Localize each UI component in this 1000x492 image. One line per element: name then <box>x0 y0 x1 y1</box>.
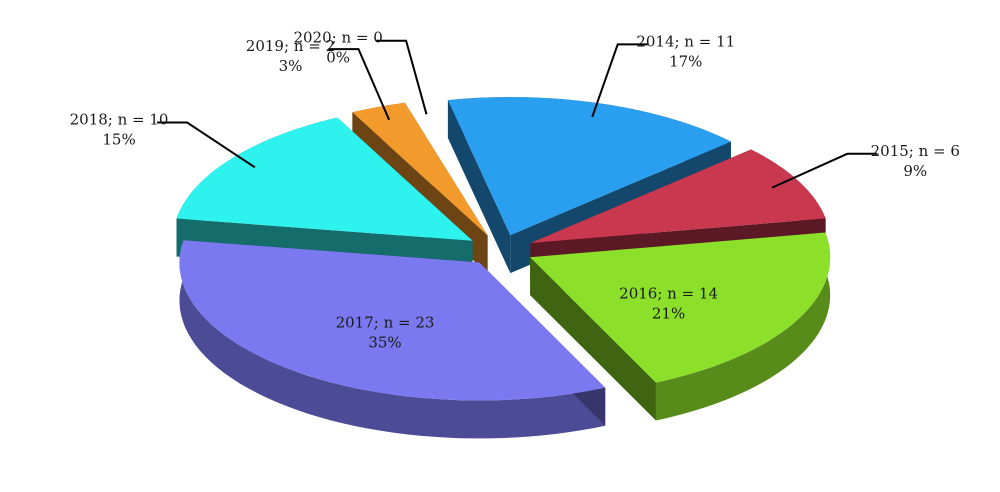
slice-2016-wall <box>655 232 831 421</box>
leader-line-2018 <box>157 121 256 169</box>
slice-2016 <box>530 232 831 421</box>
slice-2017-wall <box>179 240 606 439</box>
slice-2017-top <box>179 240 606 401</box>
slice-2017 <box>179 240 606 439</box>
slice-label-2019: 2019; n = 2 <box>246 37 335 55</box>
slice-label-2014: 2014; n = 11 <box>636 32 735 50</box>
slice-label-2016: 2016; n = 14 <box>619 284 718 302</box>
slice-percent-2015: 9% <box>903 162 927 180</box>
leader-line-2014 <box>591 43 648 118</box>
slice-label-2017: 2017; n = 23 <box>336 314 435 332</box>
slice-label-2018: 2018; n = 10 <box>70 110 169 128</box>
slice-2014-top <box>447 97 731 236</box>
slice-percent-2019: 3% <box>279 57 303 75</box>
slice-percent-2020: 0% <box>326 49 350 67</box>
slice-percent-2014: 17% <box>669 52 702 70</box>
slice-2015-top <box>530 149 826 244</box>
leader-line-2020 <box>376 39 428 115</box>
labels-layer: 2014; n = 11 17% 2015; n = 6 9% 2016; n = 14… <box>70 29 960 352</box>
leader-line-2019 <box>328 48 391 121</box>
slice-label-2020: 2020; n = 0 <box>293 29 382 47</box>
slice-label-2015: 2015; n = 6 <box>871 142 960 160</box>
slices-layer <box>176 97 831 439</box>
slice-2016-side-1 <box>530 257 656 421</box>
slice-2018-top <box>176 117 473 241</box>
slice-2019-top <box>352 102 488 236</box>
slice-percent-2016: 21% <box>652 304 685 322</box>
slice-2016-top <box>530 232 831 383</box>
slice-percent-2017: 35% <box>368 334 401 352</box>
leader-lines <box>157 39 878 189</box>
slice-2014-side-0 <box>447 100 511 274</box>
slice-percent-2018: 15% <box>102 130 135 148</box>
leader-line-2015 <box>771 152 878 189</box>
